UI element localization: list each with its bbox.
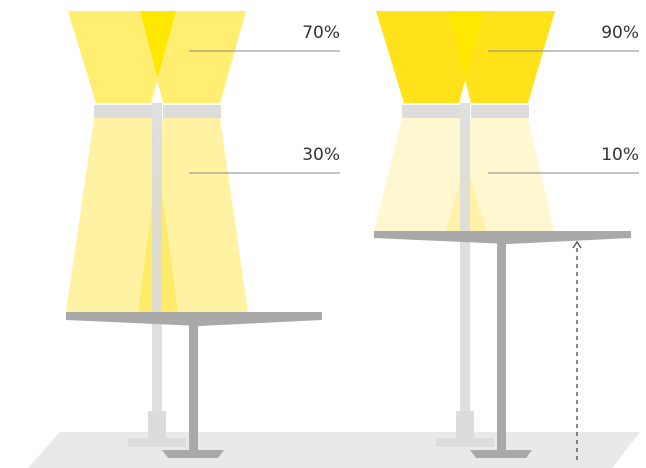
right-lamp: 90% 10%	[374, 11, 639, 460]
right-lamp-base	[436, 438, 494, 447]
left-uplight-percent: 70%	[302, 23, 340, 43]
left-desk-foot	[162, 450, 224, 458]
left-lamp-head-right	[163, 105, 221, 118]
right-lamp-pole	[460, 103, 470, 411]
right-desk-top	[374, 231, 631, 244]
right-lamp-head-left	[402, 105, 460, 118]
right-lamp-base-neck	[456, 411, 474, 439]
left-uplight-overlap	[140, 11, 176, 78]
right-desk-leg	[497, 238, 506, 450]
left-desk-top	[66, 312, 322, 326]
right-uplight-overlap	[448, 11, 484, 78]
right-downlight-percent: 10%	[601, 145, 639, 165]
height-adjust-arrow-head	[572, 240, 582, 249]
left-lamp-head-left	[94, 105, 152, 118]
right-uplight-percent: 90%	[601, 23, 639, 43]
left-lamp-base-neck	[148, 411, 166, 439]
left-lamp-base	[128, 438, 186, 447]
right-desk-foot	[470, 450, 532, 458]
right-lamp-head-right	[471, 105, 529, 118]
left-lamp: 70% 30%	[66, 11, 340, 458]
left-desk-leg	[189, 320, 198, 450]
left-downlight-percent: 30%	[302, 145, 340, 165]
floor	[28, 432, 640, 468]
left-lamp-pole	[152, 103, 162, 411]
